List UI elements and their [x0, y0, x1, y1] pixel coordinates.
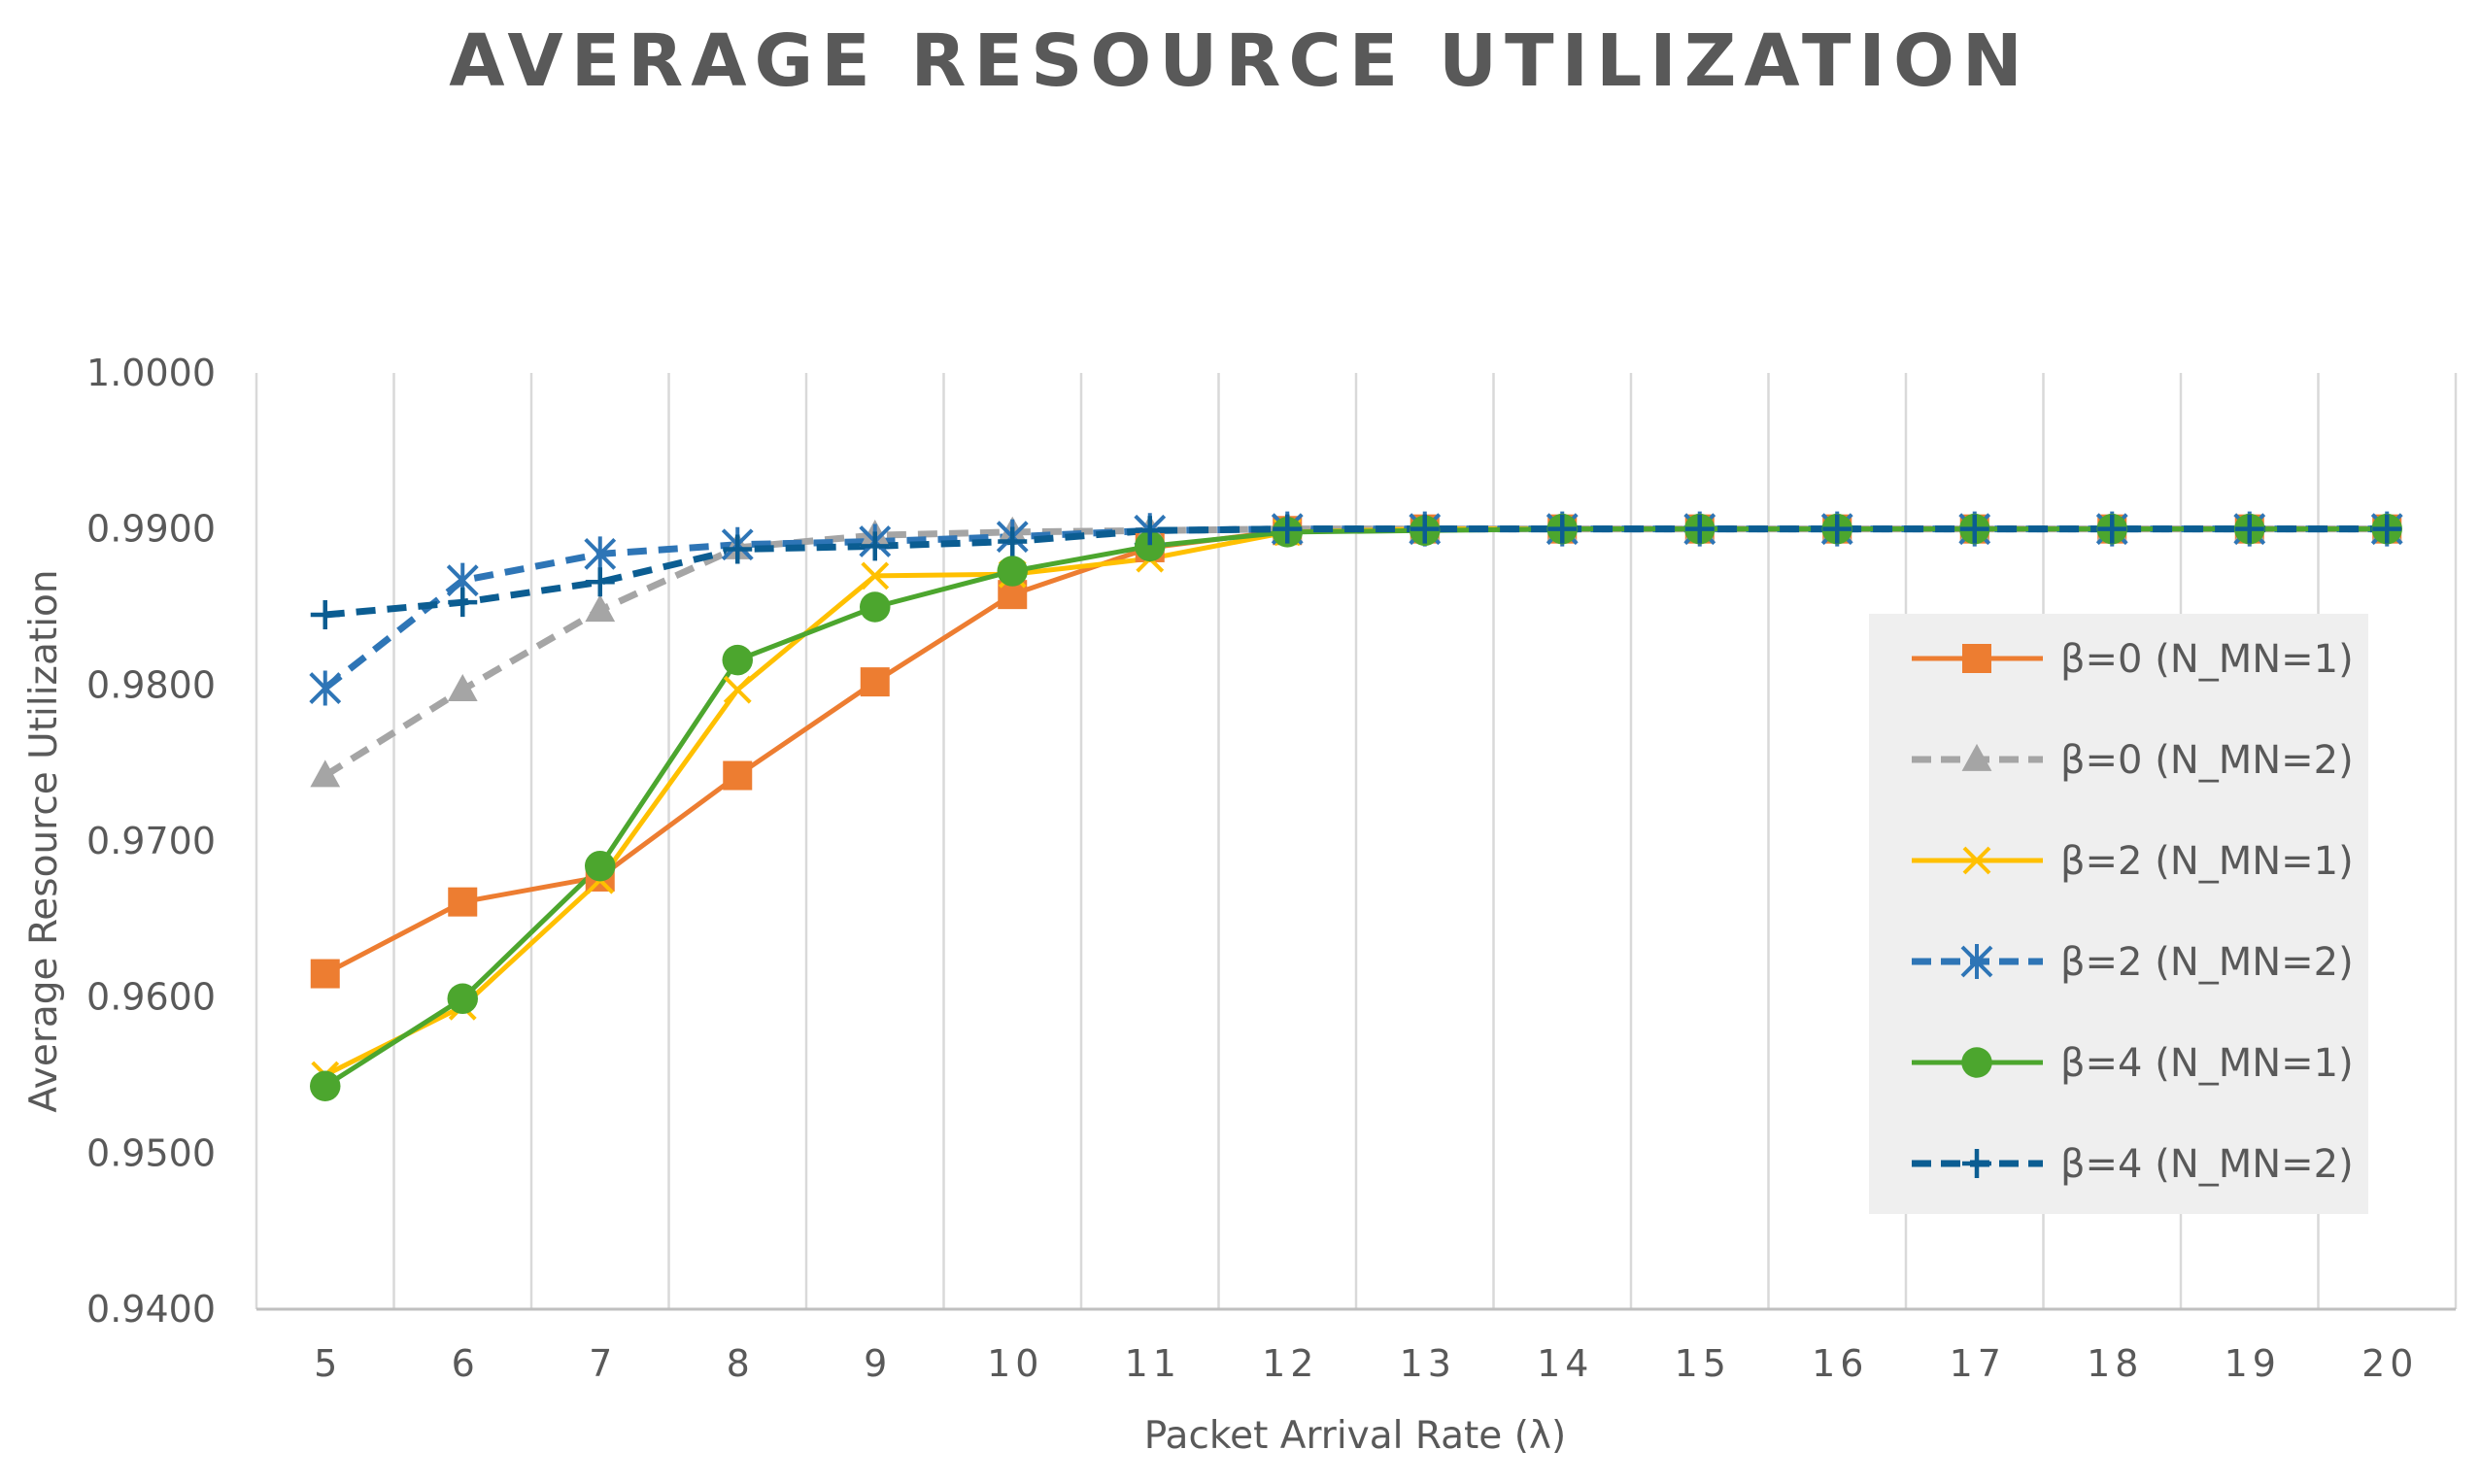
data-point: [310, 759, 341, 788]
data-point: [1273, 514, 1303, 544]
legend-marker: [1962, 1149, 1991, 1178]
data-point: [1135, 530, 1166, 562]
x-tick-label: 5: [314, 1342, 342, 1385]
data-point: [585, 850, 616, 882]
chart-title: AVERAGE RESOURCE UTILIZATION: [449, 19, 2030, 103]
x-tick-label: 6: [452, 1342, 480, 1385]
x-axis-title: Packet Arrival Rate (λ): [1144, 1414, 1566, 1458]
legend-entry: β=0 (N_MN=1): [1912, 637, 2354, 682]
y-tick-label: 0.9800: [86, 663, 216, 706]
legend-marker: [1962, 644, 1991, 673]
data-point: [1547, 514, 1578, 544]
data-point: [585, 567, 615, 597]
legend-background: [1869, 614, 2368, 1214]
data-point: [1135, 516, 1165, 546]
x-tick-label: 16: [1812, 1342, 1868, 1385]
data-point: [310, 600, 340, 630]
data-point: [722, 644, 753, 676]
data-point: [1822, 514, 1852, 544]
data-point: [998, 526, 1028, 556]
data-point: [861, 561, 890, 590]
y-axis-title: Average Resource Utilization: [22, 569, 66, 1112]
x-tick-label: 7: [589, 1342, 617, 1385]
data-point: [1959, 514, 1989, 544]
legend-entry: β=2 (N_MN=1): [1912, 839, 2354, 884]
legend-marker: [1960, 944, 1993, 979]
x-tick-label: 10: [987, 1342, 1043, 1385]
data-point: [584, 536, 617, 572]
x-tick-label: 12: [1262, 1342, 1318, 1385]
series-lines: [323, 525, 2388, 1089]
data-point: [2097, 514, 2127, 544]
data-point: [448, 588, 478, 618]
x-tick-label: 15: [1675, 1342, 1731, 1385]
y-tick-label: 0.9600: [86, 976, 216, 1019]
legend-label: β=2 (N_MN=1): [2060, 839, 2354, 884]
legend-label: β=2 (N_MN=2): [2060, 940, 2354, 985]
data-point: [2372, 514, 2402, 544]
data-point: [310, 959, 340, 989]
data-point: [723, 675, 752, 704]
legend-label: β=4 (N_MN=2): [2060, 1142, 2354, 1187]
x-axis-ticks: 5 6 7 8 9 10 11 12 13 14 15 16 17 18 19 20: [314, 1342, 2418, 1385]
x-tick-label: 18: [2087, 1342, 2143, 1385]
y-tick-label: 0.9900: [86, 508, 216, 551]
legend-entry: β=0 (N_MN=2): [1912, 738, 2354, 783]
data-point: [997, 556, 1028, 587]
data-point: [309, 670, 342, 706]
y-tick-label: 0.9400: [86, 1288, 216, 1331]
data-point: [723, 760, 753, 791]
data-point: [723, 534, 753, 564]
data-point: [310, 1070, 341, 1101]
x-tick-label: 17: [1950, 1342, 2006, 1385]
y-tick-label: 0.9500: [86, 1131, 216, 1174]
y-tick-label: 1.0000: [86, 352, 216, 394]
data-point: [860, 667, 890, 697]
legend-marker: [1961, 743, 1992, 771]
legend: β=0 (N_MN=1) β=0 (N_MN=2) β=2 (N_MN=1) β=2 …: [1869, 614, 2368, 1214]
legend-label: β=4 (N_MN=1): [2060, 1041, 2354, 1086]
legend-label: β=0 (N_MN=2): [2060, 738, 2354, 783]
data-point: [447, 674, 478, 702]
data-point: [1684, 514, 1715, 544]
x-tick-label: 20: [2361, 1342, 2418, 1385]
x-tick-label: 11: [1125, 1342, 1181, 1385]
data-point: [448, 887, 478, 917]
x-tick-label: 9: [864, 1342, 892, 1385]
x-tick-label: 8: [727, 1342, 755, 1385]
data-point: [585, 594, 616, 623]
data-point: [1410, 514, 1440, 544]
x-tick-label: 14: [1537, 1342, 1593, 1385]
y-axis-ticks: 0.9400 0.9500 0.9600 0.9700 0.9800 0.9900 1.00…: [86, 352, 216, 1331]
series-markers: [309, 511, 2403, 1101]
legend-marker: [1961, 1047, 1992, 1078]
data-point: [860, 591, 891, 623]
x-tick-label: 13: [1400, 1342, 1456, 1385]
y-tick-label: 0.9700: [86, 820, 216, 862]
legend-entry: β=4 (N_MN=2): [1912, 1142, 2354, 1187]
legend-label: β=0 (N_MN=1): [2060, 637, 2354, 682]
legend-marker: [1962, 846, 1991, 875]
legend-entry: β=4 (N_MN=1): [1912, 1041, 2354, 1086]
legend-entry: β=2 (N_MN=2): [1912, 940, 2354, 985]
series-line-6: [324, 525, 2388, 619]
data-point: [447, 983, 478, 1015]
x-tick-label: 19: [2225, 1342, 2281, 1385]
data-point: [2234, 514, 2264, 544]
data-point: [860, 531, 890, 561]
